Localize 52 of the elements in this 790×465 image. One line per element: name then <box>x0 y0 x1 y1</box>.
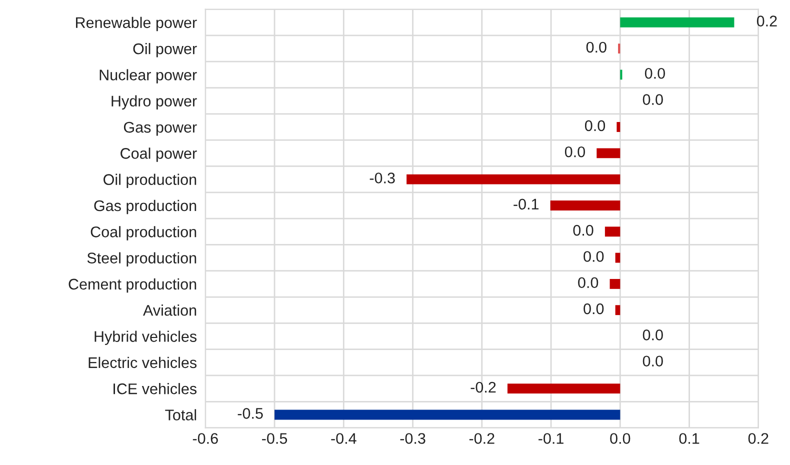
y-tick-label: Gas power <box>124 122 197 136</box>
data-label: 0.0 <box>584 120 606 132</box>
bar <box>620 17 734 28</box>
x-tick-label: 0.1 <box>679 433 700 444</box>
bar <box>274 410 620 420</box>
x-tick-label: -0.6 <box>192 433 218 444</box>
data-label: 0.0 <box>573 224 594 236</box>
x-tick-label: -0.4 <box>331 433 356 444</box>
y-tick-label: Coal production <box>90 226 196 240</box>
bar <box>596 148 620 158</box>
y-tick-label: Oil production <box>104 174 196 188</box>
data-label: 0.0 <box>564 146 585 158</box>
y-tick-label: Cement production <box>68 278 196 293</box>
y-tick-label: Aviation <box>143 304 196 316</box>
bar <box>406 174 620 184</box>
bar <box>604 226 620 237</box>
x-tick-label: -0.5 <box>262 433 288 444</box>
y-tick-label: Steel production <box>87 252 196 266</box>
y-tick-label: Nuclear power <box>100 69 197 84</box>
data-label: -0.2 <box>470 382 496 393</box>
x-tick-label: 0.0 <box>610 433 630 444</box>
x-tick-label: -0.2 <box>469 433 494 444</box>
data-label: 0.2 <box>756 16 777 26</box>
data-label: 0.0 <box>644 68 665 79</box>
bar <box>615 305 620 316</box>
bar <box>616 122 620 132</box>
data-label: 0.0 <box>642 356 663 367</box>
bar <box>507 384 620 394</box>
data-label: -0.5 <box>238 408 263 419</box>
x-tick-label: -0.3 <box>400 433 426 444</box>
y-tick-label: Total <box>165 409 196 420</box>
y-tick-label: ICE vehicles <box>114 383 197 394</box>
data-label: 0.0 <box>642 94 663 105</box>
data-label: 0.0 <box>642 330 663 340</box>
data-label: -0.1 <box>514 198 539 210</box>
data-label: -0.3 <box>370 172 395 184</box>
y-tick-label: Hybrid vehicles <box>94 330 197 345</box>
y-tick-label: Hydro power <box>112 95 197 110</box>
data-label: 0.0 <box>586 42 606 53</box>
x-tick-label: 0.2 <box>748 433 768 444</box>
data-label: 0.0 <box>584 303 604 314</box>
y-tick-label: Coal power <box>120 148 197 162</box>
y-tick-label: Electric vehicles <box>88 356 197 368</box>
y-tick-label: Renewable power <box>76 16 197 32</box>
y-tick-label: Gas production <box>94 200 196 214</box>
bar <box>615 252 620 263</box>
y-tick-label: Oil power <box>133 43 197 58</box>
data-label: 0.0 <box>584 251 604 262</box>
data-label: 0.0 <box>578 277 598 288</box>
bar <box>550 200 620 210</box>
x-tick-label: -0.1 <box>538 433 564 444</box>
bar <box>610 278 620 289</box>
